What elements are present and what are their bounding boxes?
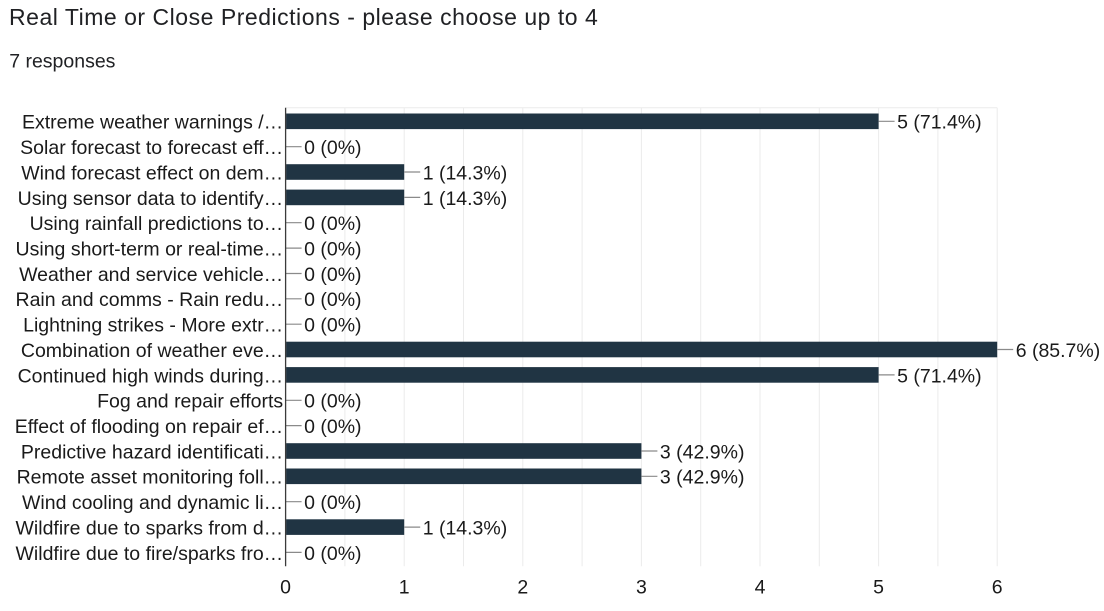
svg-text:Using rainfall predictions to…: Using rainfall predictions to… xyxy=(30,213,284,235)
svg-text:Lightning strikes - More extr…: Lightning strikes - More extr… xyxy=(23,315,283,337)
svg-text:5 (71.4%): 5 (71.4%) xyxy=(897,112,982,134)
svg-text:2: 2 xyxy=(517,577,528,599)
svg-text:7 responses: 7 responses xyxy=(9,51,115,73)
svg-text:5 (71.4%): 5 (71.4%) xyxy=(897,365,982,387)
svg-text:1 (14.3%): 1 (14.3%) xyxy=(423,188,508,210)
svg-text:4: 4 xyxy=(755,577,766,599)
svg-text:3 (42.9%): 3 (42.9%) xyxy=(660,467,745,489)
svg-text:Remote asset monitoring foll…: Remote asset monitoring foll… xyxy=(17,467,284,489)
svg-text:1 (14.3%): 1 (14.3%) xyxy=(423,162,508,184)
svg-text:Fog and repair efforts: Fog and repair efforts xyxy=(97,391,283,413)
svg-text:Rain and comms - Rain redu…: Rain and comms - Rain redu… xyxy=(16,289,284,311)
svg-text:Extreme weather warnings /…: Extreme weather warnings /… xyxy=(22,112,283,134)
svg-text:0 (0%): 0 (0%) xyxy=(304,492,361,514)
svg-text:Predictive hazard identificati: Predictive hazard identificati… xyxy=(21,441,283,463)
svg-text:0: 0 xyxy=(280,577,291,599)
svg-text:Continued high winds during…: Continued high winds during… xyxy=(18,365,284,387)
svg-text:Wind forecast effect on dem…: Wind forecast effect on dem… xyxy=(21,162,283,184)
svg-text:3 (42.9%): 3 (42.9%) xyxy=(660,441,745,463)
svg-text:6 (85.7%): 6 (85.7%) xyxy=(1016,340,1101,362)
svg-text:Real Time or Close Predictions: Real Time or Close Predictions - please … xyxy=(9,4,598,30)
svg-text:0 (0%): 0 (0%) xyxy=(304,289,361,311)
svg-text:0 (0%): 0 (0%) xyxy=(304,391,361,413)
svg-text:0 (0%): 0 (0%) xyxy=(304,137,361,159)
svg-text:3: 3 xyxy=(636,577,647,599)
svg-text:Wind cooling and dynamic li…: Wind cooling and dynamic li… xyxy=(22,492,283,514)
svg-text:0 (0%): 0 (0%) xyxy=(304,315,361,337)
svg-text:Weather and service vehicle…: Weather and service vehicle… xyxy=(19,264,283,286)
svg-text:Solar forecast to forecast eff: Solar forecast to forecast eff… xyxy=(20,137,283,159)
svg-text:Effect of flooding on repair e: Effect of flooding on repair ef… xyxy=(15,416,283,438)
svg-text:Wildfire due to fire/sparks fr: Wildfire due to fire/sparks fro… xyxy=(16,543,284,565)
svg-text:0 (0%): 0 (0%) xyxy=(304,239,361,261)
svg-text:0 (0%): 0 (0%) xyxy=(304,416,361,438)
svg-text:Wildfire due to sparks from d…: Wildfire due to sparks from d… xyxy=(16,518,284,540)
svg-text:Combination of weather eve…: Combination of weather eve… xyxy=(21,340,283,362)
svg-text:1 (14.3%): 1 (14.3%) xyxy=(423,518,508,540)
svg-text:1: 1 xyxy=(399,577,410,599)
svg-text:0 (0%): 0 (0%) xyxy=(304,213,361,235)
svg-text:0 (0%): 0 (0%) xyxy=(304,264,361,286)
svg-text:6: 6 xyxy=(992,577,1003,599)
svg-text:Using sensor data to identify…: Using sensor data to identify… xyxy=(18,188,284,210)
svg-text:Using short-term or real-time…: Using short-term or real-time… xyxy=(16,239,284,261)
svg-text:0 (0%): 0 (0%) xyxy=(304,543,361,565)
svg-text:5: 5 xyxy=(873,577,884,599)
